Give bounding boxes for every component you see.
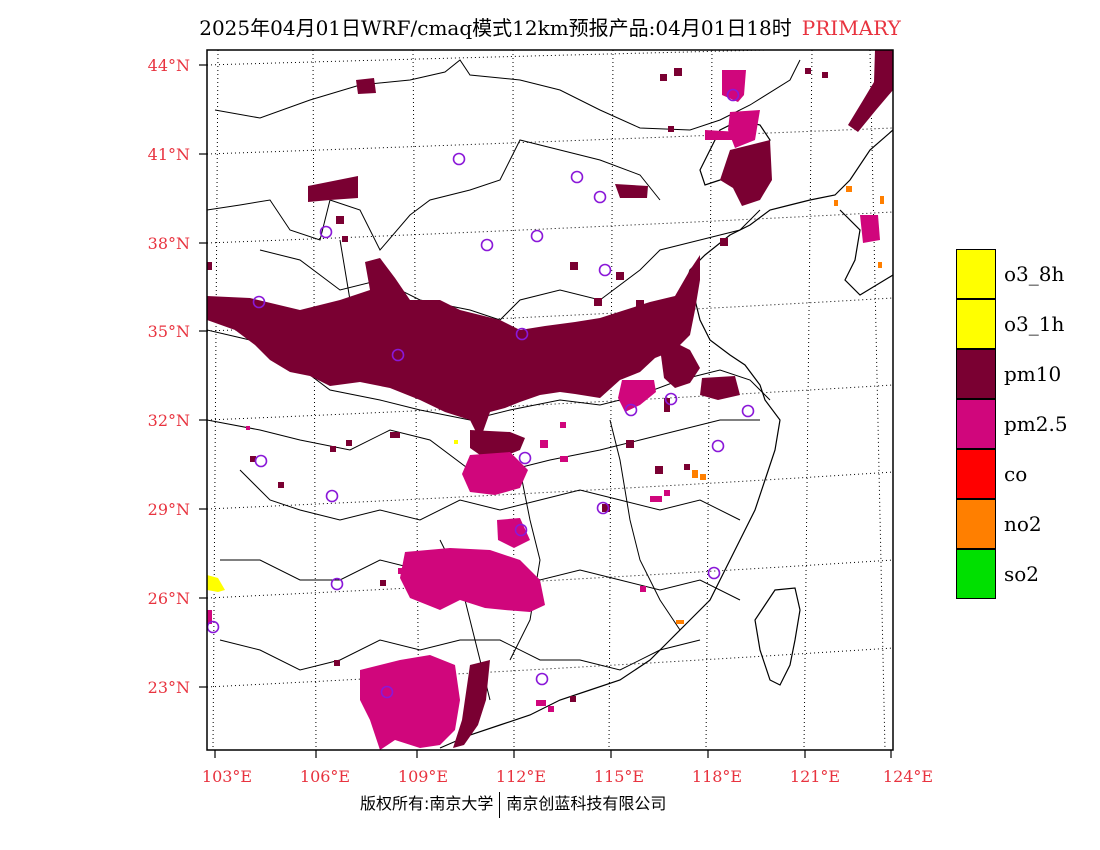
lon-label: 121°E <box>790 767 840 786</box>
legend-item-no2: no2 <box>956 499 1068 549</box>
legend-swatch <box>956 449 996 499</box>
station-marker <box>535 672 549 686</box>
latitude-labels: 44°N 41°N 38°N 35°N 32°N 29°N 26°N 23°N <box>148 56 190 697</box>
station-marker <box>380 685 394 699</box>
station-marker <box>530 229 544 243</box>
lat-label: 35°N <box>148 322 190 341</box>
station-marker <box>518 451 532 465</box>
legend-label: pm2.5 <box>1004 412 1068 436</box>
lat-label: 38°N <box>148 234 190 253</box>
pm10-field <box>207 50 893 748</box>
title-tag: PRIMARY <box>801 16 901 40</box>
legend-item-pm25: pm2.5 <box>956 399 1068 449</box>
legend-item-o3-8h: o3_8h <box>956 249 1068 299</box>
station-marker <box>711 439 725 453</box>
graticule <box>207 50 893 750</box>
legend-swatch <box>956 349 996 399</box>
station-marker <box>480 238 494 252</box>
scattered-pixels <box>207 68 884 712</box>
lon-label: 115°E <box>594 767 644 786</box>
legend-item-co: co <box>956 449 1068 499</box>
station-marker <box>570 170 584 184</box>
longitude-labels: 103°E 106°E 109°E 112°E 115°E 118°E 121°… <box>202 767 933 786</box>
footer-divider <box>499 791 501 818</box>
legend-swatch <box>956 249 996 299</box>
station-marker <box>726 88 740 102</box>
station-marker <box>452 152 466 166</box>
legend-swatch <box>956 549 996 599</box>
footer-owner: 版权所有:南京大学 <box>360 794 494 813</box>
lat-label: 29°N <box>148 500 190 519</box>
lon-label: 106°E <box>300 767 350 786</box>
station-marker <box>252 295 266 309</box>
title-text: 2025年04月01日WRF/cmaq模式12km预报产品:04月01日18时 <box>199 16 792 40</box>
station-marker <box>207 620 220 634</box>
station-marker <box>254 454 268 468</box>
lat-label: 23°N <box>148 678 190 697</box>
legend-swatch <box>956 399 996 449</box>
legend-label: o3_8h <box>1004 262 1065 286</box>
legend-swatch <box>956 299 996 349</box>
station-marker <box>319 225 333 239</box>
station-marker <box>325 489 339 503</box>
legend-label: co <box>1004 462 1028 486</box>
station-marker <box>391 348 405 362</box>
station-markers <box>207 88 755 699</box>
legend-label: so2 <box>1004 562 1040 586</box>
station-marker <box>741 404 755 418</box>
station-marker <box>596 501 610 515</box>
lat-label: 41°N <box>148 145 190 164</box>
legend-label: pm10 <box>1004 362 1062 386</box>
station-marker <box>598 263 612 277</box>
station-marker <box>593 190 607 204</box>
lon-label: 109°E <box>398 767 448 786</box>
legend-swatch <box>956 499 996 549</box>
station-marker <box>515 327 529 341</box>
copyright-footer: 版权所有:南京大学 南京创蓝科技有限公司 <box>360 790 666 818</box>
footer-company: 南京创蓝科技有限公司 <box>506 794 667 813</box>
lon-label: 124°E <box>883 767 933 786</box>
station-marker <box>330 577 344 591</box>
legend: o3_8h o3_1h pm10 pm2.5 co no2 so2 <box>956 249 1068 599</box>
axis-ticks <box>199 64 892 758</box>
lat-label: 32°N <box>148 411 190 430</box>
legend-item-so2: so2 <box>956 549 1068 599</box>
lat-label: 26°N <box>148 589 190 608</box>
legend-label: no2 <box>1004 512 1042 536</box>
legend-item-o3-1h: o3_1h <box>956 299 1068 349</box>
station-marker <box>624 403 638 417</box>
lat-label: 44°N <box>148 56 190 75</box>
station-marker <box>664 392 678 406</box>
legend-label: o3_1h <box>1004 312 1065 336</box>
lon-label: 103°E <box>202 767 252 786</box>
pm25-field <box>360 70 880 750</box>
legend-item-pm10: pm10 <box>956 349 1068 399</box>
station-marker <box>514 523 528 537</box>
lon-label: 112°E <box>496 767 546 786</box>
station-marker <box>707 566 721 580</box>
map-frame <box>206 49 894 751</box>
lon-label: 118°E <box>692 767 742 786</box>
map-title: 2025年04月01日WRF/cmaq模式12km预报产品:04月01日18时 P… <box>0 12 1100 41</box>
